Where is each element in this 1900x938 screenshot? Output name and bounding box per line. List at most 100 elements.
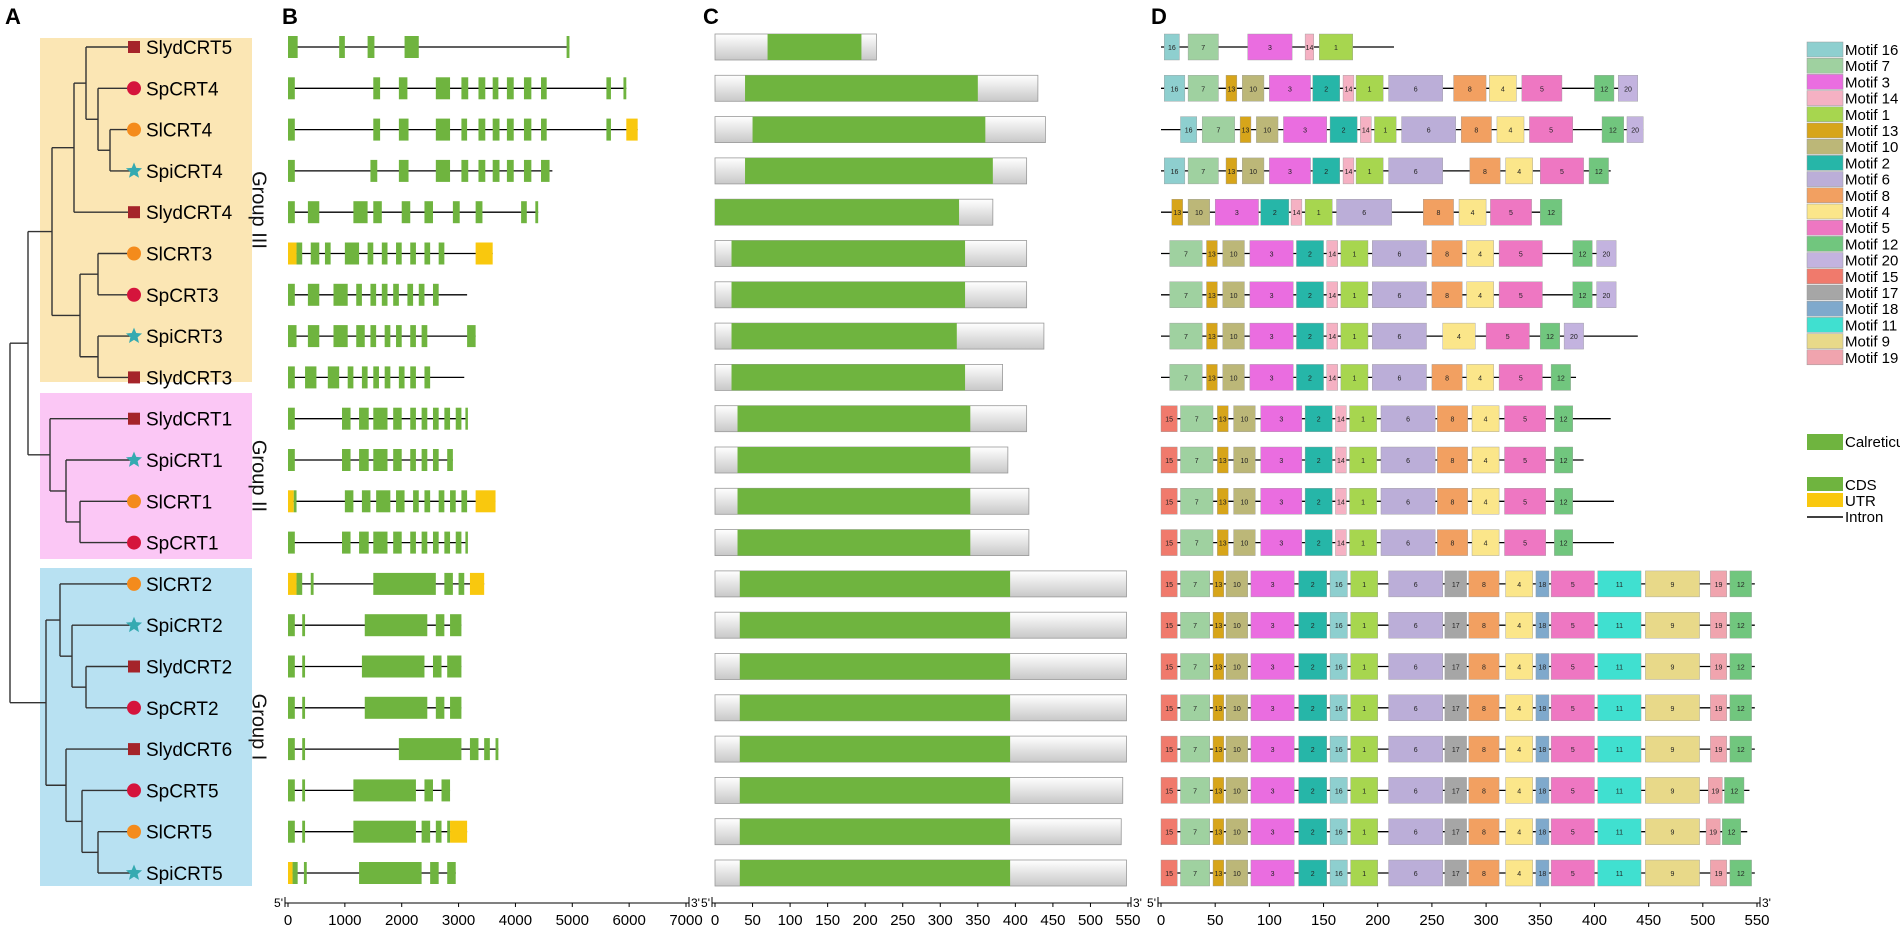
motif-box <box>1304 405 1333 432</box>
motif-box <box>1329 570 1348 598</box>
motif-box <box>1250 777 1295 804</box>
cds-exon <box>376 490 391 513</box>
motif-number: 1 <box>1352 334 1356 341</box>
cds-exon <box>373 201 382 224</box>
motif-box <box>1431 240 1463 267</box>
gene-name: SpiCRT3 <box>146 327 223 348</box>
motif-box <box>1160 818 1178 845</box>
legend-swatch <box>1806 187 1844 204</box>
motif-box <box>1319 33 1354 61</box>
cds-exon <box>444 407 451 430</box>
motif-number: 1 <box>1383 128 1387 135</box>
motif-box <box>1350 735 1378 763</box>
motif-number: 13 <box>1219 541 1227 548</box>
cds-exon <box>373 449 388 471</box>
motif-box <box>1431 281 1463 308</box>
motif-box <box>1298 859 1327 887</box>
motif-number: 1 <box>1361 499 1365 506</box>
motif-box <box>1250 859 1295 887</box>
legend-label: Motif 18 <box>1845 301 1898 318</box>
motif-box <box>1355 75 1384 102</box>
motif-number: 6 <box>1414 86 1418 93</box>
motif-box <box>1710 612 1727 639</box>
motif-box <box>1212 570 1225 598</box>
motif-box <box>1206 240 1218 267</box>
motif-box <box>1504 405 1546 432</box>
gene-name: SpCRT5 <box>146 781 219 802</box>
motif-number: 18 <box>1539 665 1547 672</box>
cds-exon <box>370 325 377 348</box>
motif-box <box>1250 612 1295 639</box>
motif-box <box>1550 612 1595 639</box>
cds-exon <box>398 159 409 182</box>
motif-box <box>1550 859 1595 887</box>
motif-box <box>1437 446 1468 474</box>
cds-exon <box>467 325 476 348</box>
group-background <box>40 568 252 886</box>
cds-exon <box>373 77 381 100</box>
tick-label: 200 <box>1365 912 1390 929</box>
cds-exon <box>432 407 439 430</box>
cds-exon <box>353 779 416 802</box>
motif-number: 2 <box>1317 541 1321 548</box>
tick-label: 150 <box>1311 912 1336 929</box>
motif-number: 1 <box>1362 706 1366 713</box>
cds-exon <box>444 572 453 595</box>
motif-box <box>1233 488 1256 515</box>
motif-box <box>1260 446 1303 474</box>
motif-number: 9 <box>1671 706 1675 713</box>
motif-number: 4 <box>1517 169 1521 176</box>
legend-label: Motif 12 <box>1845 236 1898 253</box>
motif-box <box>1296 281 1324 308</box>
motif-number: 19 <box>1715 623 1723 630</box>
motif-number: 8 <box>1482 871 1486 878</box>
cds-exon <box>447 820 451 843</box>
cds-exon <box>432 449 439 471</box>
cds-exon <box>461 118 468 141</box>
cds-exon <box>288 779 295 802</box>
motif-number: 6 <box>1397 375 1401 382</box>
tick-label: 50 <box>1207 912 1224 929</box>
cds-exon <box>478 159 486 182</box>
cds-exon <box>435 696 445 719</box>
gene-name: SpCRT1 <box>146 534 219 555</box>
calreticulin-domain <box>767 34 862 60</box>
tick-label: 500 <box>1078 912 1103 929</box>
motif-box <box>1160 653 1178 680</box>
motif-number: 14 <box>1328 252 1336 259</box>
motif-number: 19 <box>1715 706 1723 713</box>
species-square-marker <box>128 743 140 756</box>
utr-block <box>288 862 293 884</box>
motif-number: 7 <box>1193 747 1197 754</box>
tick-label: 300 <box>928 912 953 929</box>
motif-box <box>1225 859 1248 887</box>
motif-number: 19 <box>1715 747 1723 754</box>
legend-swatch <box>1806 252 1844 268</box>
tick-label: 400 <box>1003 912 1028 929</box>
motif-number: 10 <box>1233 871 1241 878</box>
motif-box <box>1722 818 1741 845</box>
motif-number: 2 <box>1342 128 1346 135</box>
motif-number: 7 <box>1195 541 1199 548</box>
motif-number: 4 <box>1517 623 1521 630</box>
motif-number: 10 <box>1249 86 1257 93</box>
motif-number: 1 <box>1361 458 1365 465</box>
cds-exon <box>410 366 416 389</box>
motif-box <box>1212 735 1225 763</box>
motif-box <box>1729 570 1752 598</box>
cds-exon <box>478 77 486 100</box>
motif-box <box>1471 446 1500 474</box>
three-prime-label: 3' <box>691 896 700 910</box>
motif-box <box>1349 446 1377 474</box>
motif-number: 5 <box>1509 210 1513 217</box>
motif-number: 2 <box>1308 334 1312 341</box>
species-circle-marker <box>127 700 141 715</box>
motif-box <box>1554 405 1573 432</box>
cds-exon <box>432 655 442 678</box>
tick-label: 1000 <box>328 912 361 929</box>
motif-box <box>1710 735 1727 763</box>
motif-box <box>1535 859 1550 887</box>
motif-box <box>1225 777 1248 804</box>
motif-number: 1 <box>1362 623 1366 630</box>
motif-box <box>1217 488 1229 515</box>
